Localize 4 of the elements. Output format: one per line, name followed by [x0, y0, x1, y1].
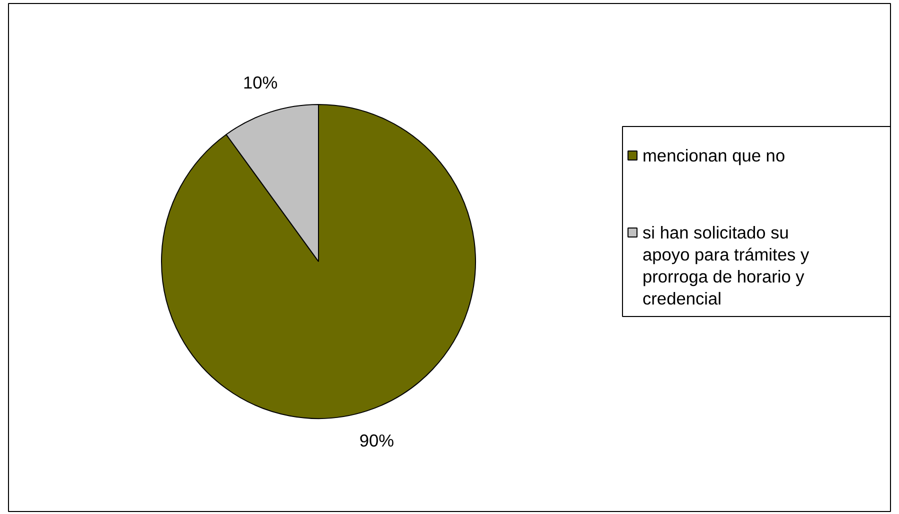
legend-label: mencionan que no [642, 146, 786, 166]
data-label: 10% [242, 72, 278, 92]
data-label: 90% [359, 430, 394, 451]
legend-label: si han solicitado su apoyo para trámites y prorroga de horario y credencial [642, 222, 810, 308]
